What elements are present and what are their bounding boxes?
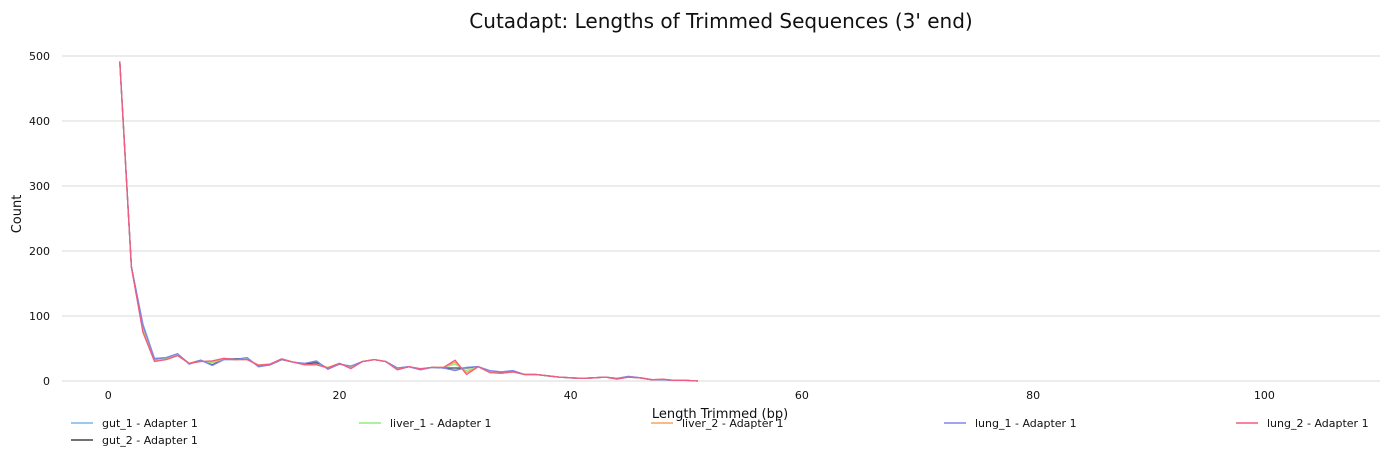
series-line-1[interactable] — [119, 62, 698, 382]
x-tick-label: 40 — [564, 389, 578, 402]
x-axis-ticks: 0 20 40 60 80 100 — [105, 389, 1275, 402]
y-tick-label: 300 — [29, 180, 50, 193]
y-tick-label: 200 — [29, 245, 50, 258]
series-line-3[interactable] — [119, 62, 698, 382]
y-axis-ticks: 0 100 200 300 400 500 — [29, 50, 50, 388]
y-tick-label: 0 — [43, 375, 50, 388]
legend-item[interactable]: liver_2 - Adapter 1 — [651, 417, 784, 430]
legend-label: gut_2 - Adapter 1 — [102, 434, 198, 447]
legend: gut_1 - Adapter 1 gut_2 - Adapter 1 liver_… — [71, 417, 1369, 447]
legend-item[interactable]: gut_1 - Adapter 1 — [71, 417, 198, 430]
x-tick-label: 0 — [105, 389, 112, 402]
legend-label: liver_2 - Adapter 1 — [682, 417, 784, 430]
series-line-6[interactable] — [119, 61, 698, 382]
legend-label: lung_2 - Adapter 1 — [1267, 417, 1369, 430]
chart-title: Cutadapt: Lengths of Trimmed Sequences (… — [469, 9, 972, 33]
gridlines — [62, 55, 1380, 382]
series-line-2[interactable] — [119, 61, 698, 382]
x-axis-label: Length Trimmed (bp) — [652, 407, 788, 422]
legend-item[interactable]: lung_1 - Adapter 1 — [944, 417, 1077, 430]
x-tick-label: 60 — [795, 389, 809, 402]
legend-label: liver_1 - Adapter 1 — [390, 417, 492, 430]
legend-item[interactable]: liver_1 - Adapter 1 — [359, 417, 492, 430]
legend-item[interactable]: gut_2 - Adapter 1 — [71, 434, 198, 447]
series-lines — [119, 61, 698, 382]
y-tick-label: 400 — [29, 115, 50, 128]
y-axis-label: Count — [10, 195, 25, 234]
legend-label: lung_1 - Adapter 1 — [975, 417, 1077, 430]
series-line-4[interactable] — [119, 61, 698, 382]
legend-item[interactable]: lung_2 - Adapter 1 — [1236, 417, 1369, 430]
series-line-5[interactable] — [119, 61, 698, 382]
y-tick-label: 100 — [29, 310, 50, 323]
y-tick-label: 500 — [29, 50, 50, 63]
x-tick-label: 80 — [1026, 389, 1040, 402]
x-tick-label: 100 — [1254, 389, 1275, 402]
legend-label: gut_1 - Adapter 1 — [102, 417, 198, 430]
x-tick-label: 20 — [332, 389, 346, 402]
